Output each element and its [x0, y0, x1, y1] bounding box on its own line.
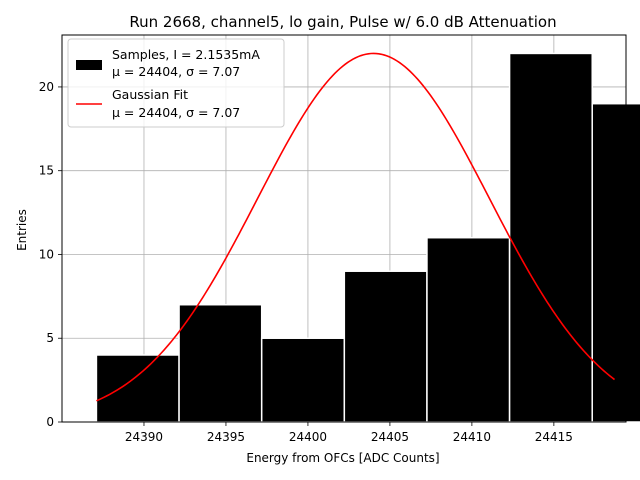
- y-tick-label-1: 5: [46, 331, 54, 345]
- y-tick-label-0: 0: [46, 415, 54, 429]
- y-tick-label-4: 20: [39, 80, 54, 94]
- x-tick-label-2: 24400: [289, 430, 327, 444]
- legend-swatch-samples: [76, 60, 102, 70]
- legend-stats-fit: μ = 24404, σ = 7.07: [112, 105, 240, 120]
- y-axis-label: Entries: [15, 209, 29, 251]
- histogram-bar-1: [178, 303, 263, 423]
- x-tick-label-1: 24395: [207, 430, 245, 444]
- ticks-layer: 24390 24395 24400 24405 24410 24415 0 5 10 15 20: [39, 80, 573, 444]
- histogram-bars: [95, 52, 640, 423]
- legend-box: [67, 38, 285, 128]
- histogram-bar-2: [260, 337, 346, 423]
- histogram-bar-5: [508, 52, 593, 423]
- x-tick-label-4: 24410: [453, 430, 491, 444]
- histogram-bar-4: [426, 236, 511, 423]
- legend-label-fit: Gaussian Fit: [112, 87, 188, 102]
- x-tick-label-3: 24405: [371, 430, 409, 444]
- gaussian-fit-layer: [96, 52, 616, 402]
- legend: Samples, I = 2.1535mA μ = 24404, σ = 7.0…: [67, 38, 285, 128]
- x-axis-label: Energy from OFCs [ADC Counts]: [246, 451, 439, 465]
- histogram-bar-3: [343, 270, 428, 423]
- y-tick-label-3: 15: [39, 164, 54, 178]
- chart-title: Run 2668, channel5, lo gain, Pulse w/ 6.…: [129, 13, 556, 31]
- x-tick-label-5: 24415: [535, 430, 573, 444]
- histogram-bar-6: [591, 102, 640, 423]
- legend-stats-samples: μ = 24404, σ = 7.07: [112, 64, 240, 79]
- histogram-bar-0: [95, 354, 180, 423]
- y-tick-label-2: 10: [39, 247, 54, 261]
- gaussian-fit-line: [96, 52, 616, 402]
- legend-label-samples: Samples, I = 2.1535mA: [112, 47, 260, 62]
- plot-frame: [61, 34, 627, 423]
- x-tick-label-0: 24390: [125, 430, 163, 444]
